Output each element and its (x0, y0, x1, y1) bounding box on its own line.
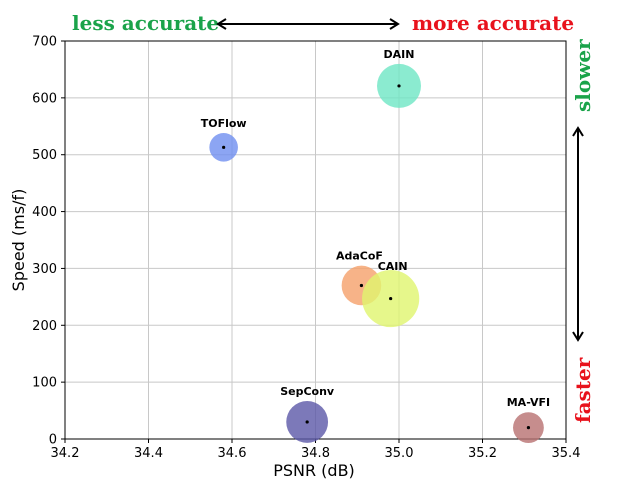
y-axis-label: Speed (ms/f) (9, 189, 28, 292)
data-point-label: CAIN (378, 260, 408, 273)
x-tick-label: 34.6 (218, 446, 247, 461)
more-accurate-label: more accurate (412, 11, 574, 35)
data-point-center (305, 420, 309, 424)
plot-area: 34.2 34.4 34.6 34.8 35.0 35.2 35.4 0 100 200 300 40… (32, 35, 580, 462)
y-tick-label: 0 (49, 433, 57, 448)
data-point-label: DAIN (384, 48, 415, 61)
data-point-center (526, 426, 531, 430)
x-tick-label: 34.4 (134, 446, 163, 461)
y-tick-label: 600 (32, 91, 57, 106)
faster-label: faster (571, 357, 595, 423)
data-point-center (389, 296, 393, 301)
data-point-center (222, 145, 226, 149)
y-tick-label: 300 (32, 262, 57, 277)
data-point-label: SepConv (280, 385, 335, 398)
y-tick-label: 700 (32, 35, 57, 50)
y-tick-label: 500 (32, 148, 57, 163)
data-point-center (359, 283, 364, 288)
y-tick-label: 400 (32, 205, 57, 220)
horizontal-double-arrow (216, 18, 400, 30)
y-tick-label: 100 (32, 376, 57, 391)
x-axis-label: PSNR (dB) (273, 461, 355, 480)
data-point-label: MA-VFI (507, 396, 550, 409)
slower-label: slower (571, 39, 595, 112)
x-tick-label: 35.4 (552, 446, 581, 461)
x-tick-label: 35.2 (468, 446, 497, 461)
x-tick-label: 34.2 (51, 446, 80, 461)
less-accurate-label: less accurate (72, 11, 219, 35)
data-point-center (397, 84, 401, 88)
y-tick-label: 200 (32, 319, 57, 334)
x-tick-label: 34.8 (301, 446, 330, 461)
x-tick-label: 35.0 (385, 446, 414, 461)
vertical-double-arrow (572, 126, 584, 342)
data-point-label: AdaCoF (336, 250, 383, 263)
data-point-label: TOFlow (201, 117, 247, 130)
